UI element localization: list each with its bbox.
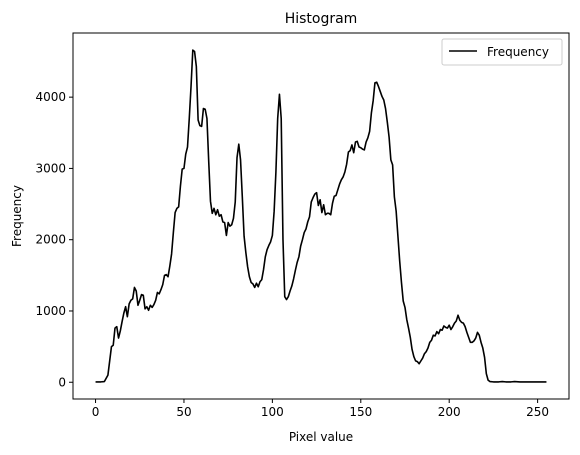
x-tick-label: 0 <box>92 405 100 419</box>
x-axis-label: Pixel value <box>289 430 353 444</box>
x-tick-label: 50 <box>176 405 191 419</box>
chart-title: Histogram <box>285 11 358 27</box>
legend-box <box>441 38 563 66</box>
y-axis-label: Frequency <box>10 185 24 247</box>
y-tick-label: 1000 <box>35 304 66 318</box>
y-tick-label: 3000 <box>35 161 66 175</box>
y-tick-label: 4000 <box>35 90 66 104</box>
legend: Frequency <box>441 38 563 66</box>
x-axis-ticks: 0 50 100 150 200 250 <box>92 399 549 419</box>
plot-frame <box>72 32 570 400</box>
x-tick-label: 150 <box>349 405 372 419</box>
x-tick-label: 100 <box>261 405 284 419</box>
y-tick-label: 0 <box>58 375 66 389</box>
x-tick-label: 200 <box>438 405 461 419</box>
y-axis-ticks: 0 1000 2000 3000 4000 <box>35 90 73 389</box>
plot-area <box>72 32 570 400</box>
series-layer <box>95 49 547 383</box>
y-tick-label: 2000 <box>35 233 66 247</box>
legend-label-frequency: Frequency <box>487 45 549 59</box>
x-tick-label: 250 <box>526 405 549 419</box>
series-line-1 <box>95 49 547 383</box>
